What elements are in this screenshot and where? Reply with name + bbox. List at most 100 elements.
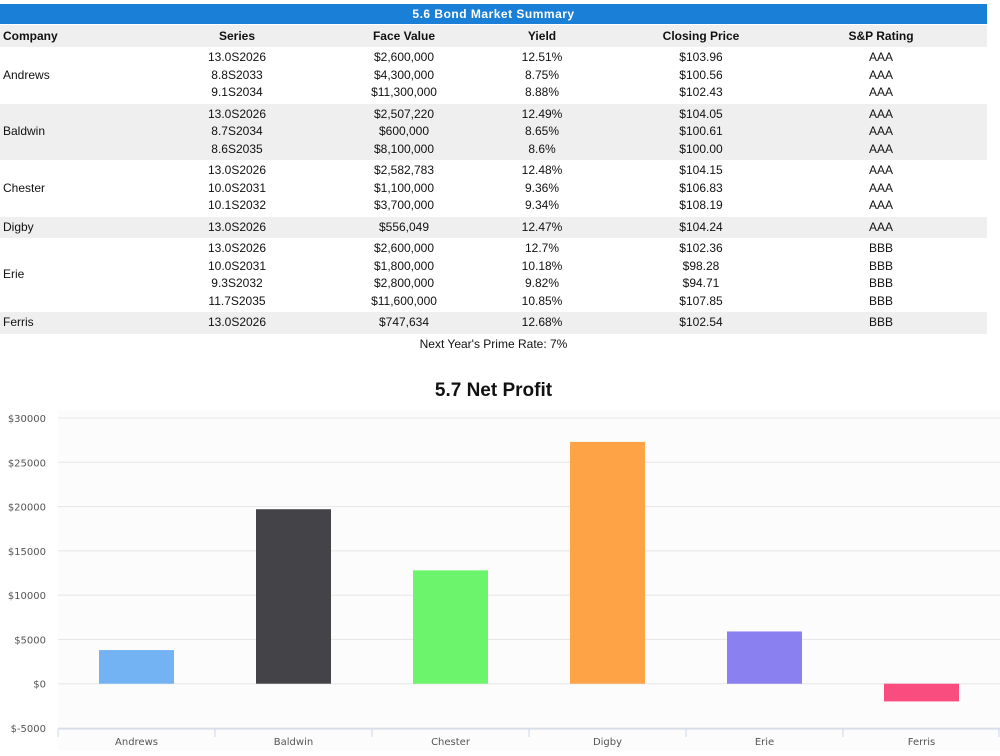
cell-rating: AAA xyxy=(775,105,987,123)
cell-price: $104.15 xyxy=(679,163,723,177)
header-closing-price: Closing Price xyxy=(627,25,775,47)
x-tick-label: Ferris xyxy=(908,737,935,748)
x-tick-label: Chester xyxy=(431,737,471,748)
table-row: 8.6S2035 $8,100,000 8.6% $100.00 AAA xyxy=(0,140,987,158)
cell-rating: AAA xyxy=(868,85,893,99)
cell-yield: 12.7% xyxy=(524,241,560,255)
company-name: Baldwin xyxy=(0,105,123,158)
cell-rating: BBB xyxy=(868,276,893,290)
cell-face: $2,800,000 xyxy=(373,276,435,290)
cell-yield: 9.36% xyxy=(524,180,560,195)
company-name: Andrews xyxy=(3,67,50,82)
company-name: Digby xyxy=(0,218,123,236)
plot-background xyxy=(58,410,1000,751)
company-group-ferris: Ferris 13.0S2026 $747,634 12.68% $102.54 BBB xyxy=(0,312,987,334)
table-row: 10.0S2031 $1,100,000 9.36% $106.83 AAA xyxy=(0,180,987,198)
cell-price: $102.36 xyxy=(679,241,723,255)
cell-price: $104.05 xyxy=(627,105,775,123)
cell-yield: 12.68% xyxy=(457,314,627,332)
cell-series: 13.0S2026 xyxy=(123,314,351,332)
cell-face: $8,100,000 xyxy=(351,140,457,158)
cell-face: $747,634 xyxy=(351,314,457,332)
table-row: 8.7S2034 $600,000 8.65% $100.61 AAA xyxy=(0,123,987,141)
table-row: 9.1S2034 $11,300,000 8.88% $102.43 AAA xyxy=(0,84,987,102)
table-row: Ferris 13.0S2026 $747,634 12.68% $102.54 BBB xyxy=(0,314,987,332)
cell-series: 11.7S2035 xyxy=(208,293,266,308)
y-tick-label: $0 xyxy=(33,680,46,691)
header-series: Series xyxy=(123,25,351,47)
cell-yield: 8.88% xyxy=(524,85,560,99)
cell-rating: BBB xyxy=(868,293,893,308)
cell-rating: AAA xyxy=(775,123,987,141)
cell-price: $98.28 xyxy=(682,258,720,273)
cell-yield: 12.48% xyxy=(521,163,563,177)
cell-series: 13.0S2026 xyxy=(207,50,267,64)
table-row: Chester 13.0S2026 $2,582,783 12.48% $104.15 A… xyxy=(0,162,987,195)
y-tick-label: $20000 xyxy=(8,503,46,514)
cell-series: 8.7S2034 xyxy=(123,123,351,141)
cell-yield: 8.75% xyxy=(524,67,560,82)
header-yield: Yield xyxy=(457,25,627,47)
cell-rating: AAA xyxy=(868,180,893,195)
cell-rating: BBB xyxy=(775,314,987,332)
y-tick-label: $25000 xyxy=(8,458,46,469)
cell-price: $102.43 xyxy=(679,85,723,99)
company-name: Erie xyxy=(3,267,25,282)
net-profit-chart: $30000 $25000 $20000 $15000 $10000 $5000 $0 $-5… xyxy=(8,410,1000,751)
cell-price: $102.54 xyxy=(627,314,775,332)
header-face-value: Face Value xyxy=(351,25,457,47)
bar-andrews xyxy=(99,650,174,684)
cell-series: 9.3S2032 xyxy=(211,276,263,290)
cell-price: $100.00 xyxy=(627,140,775,158)
cell-price: $100.56 xyxy=(679,67,723,82)
y-tick-label: $10000 xyxy=(8,591,46,602)
cell-rating: AAA xyxy=(868,50,893,64)
cell-series: 13.0S2026 xyxy=(207,163,267,177)
cell-face: $556,049 xyxy=(351,218,457,236)
cell-face: $2,600,000 xyxy=(373,241,435,255)
chart-title: 5.7 Net Profit xyxy=(434,380,553,401)
cell-price: $106.83 xyxy=(679,180,723,195)
bond-market-table: Company Series Face Value Yield Closing … xyxy=(0,25,987,334)
cell-face: $2,600,000 xyxy=(373,50,435,64)
cell-face: $600,000 xyxy=(351,123,457,141)
cell-face: $4,300,000 xyxy=(373,67,435,82)
cell-yield: 9.82% xyxy=(524,276,560,290)
cell-yield: 12.49% xyxy=(457,105,627,123)
cell-rating: BBB xyxy=(868,258,893,273)
bar-digby xyxy=(570,441,645,684)
x-tick-label: Digby xyxy=(593,737,622,748)
header-sp-rating: S&P Rating xyxy=(775,25,987,47)
cell-price: $107.85 xyxy=(679,293,723,308)
x-tick-label: Erie xyxy=(755,737,774,748)
cell-face: $11,300,000 xyxy=(371,85,437,99)
cell-series: 8.6S2035 xyxy=(123,140,351,158)
cell-yield: 12.51% xyxy=(521,50,563,64)
table-row: Erie 13.0S2026 $2,600,000 12.7% $102.36 BBB xyxy=(0,240,987,281)
cell-yield: 10.85% xyxy=(521,293,563,308)
cell-series: 9.1S2034 xyxy=(211,85,263,99)
cell-yield: 8.65% xyxy=(457,123,627,141)
y-tick-label: $-5000 xyxy=(11,724,46,735)
company-group-baldwin: Baldwin 13.0S2026 $2,507,220 12.49% $104.05 A… xyxy=(0,103,987,160)
company-name: Chester xyxy=(3,180,46,195)
cell-series: 8.8S2033 xyxy=(211,67,263,82)
cell-rating: BBB xyxy=(868,241,893,255)
bond-table-title: 5.6 Bond Market Summary xyxy=(0,4,987,24)
cell-rating: AAA xyxy=(775,218,987,236)
cell-series: 13.0S2026 xyxy=(123,218,351,236)
x-tick-label: Andrews xyxy=(115,737,158,748)
table-row: 11.7S2035 $11,600,000 10.85% $107.85 BBB xyxy=(0,293,987,311)
bar-ferris xyxy=(884,683,959,702)
cell-face: $11,600,000 xyxy=(371,293,437,308)
cell-yield: 10.18% xyxy=(521,258,563,273)
cell-rating: AAA xyxy=(868,67,893,82)
prime-rate-note: Next Year's Prime Rate: 7% xyxy=(419,337,568,351)
company-name: Ferris xyxy=(0,314,123,332)
cell-price: $100.61 xyxy=(627,123,775,141)
cell-price: $94.71 xyxy=(682,276,720,290)
cell-series: 13.0S2026 xyxy=(123,105,351,123)
company-group-andrews: Andrews 13.0S2026 $2,600,000 12.51% $103.96 A… xyxy=(0,47,987,104)
header-company: Company xyxy=(0,25,123,47)
cell-yield: 12.47% xyxy=(457,218,627,236)
